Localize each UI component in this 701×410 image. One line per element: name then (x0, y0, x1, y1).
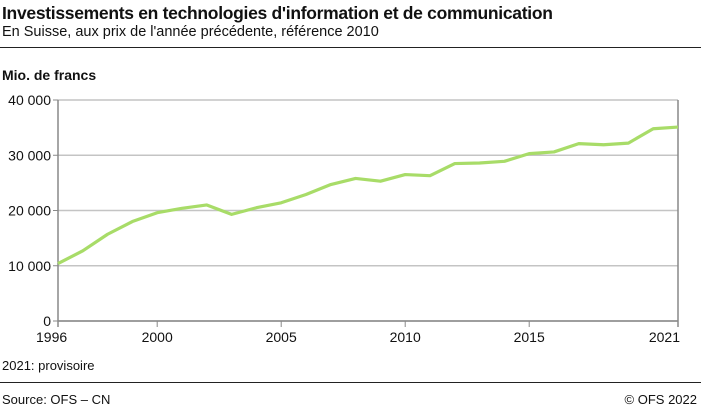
y-tick-label: 20 000 (8, 203, 51, 219)
y-tick-label: 0 (43, 313, 51, 329)
divider-top (0, 47, 701, 48)
y-axis-label: Mio. de francs (2, 67, 97, 83)
y-tick-label: 10 000 (8, 258, 51, 274)
x-tick-label: 1996 (36, 329, 67, 345)
copyright: © OFS 2022 (624, 392, 697, 407)
y-tick-label: 30 000 (8, 147, 51, 163)
source: Source: OFS – CN (2, 392, 111, 407)
x-tick-label: 2010 (390, 329, 421, 345)
y-tick-label: 40 000 (8, 92, 51, 108)
data-series-line (57, 125, 679, 265)
x-tick-label: 2005 (266, 329, 297, 345)
x-tick-label: 2000 (142, 329, 173, 345)
x-tick-label: 2015 (514, 329, 545, 345)
chart-title: Investissements en technologies d'inform… (2, 3, 553, 23)
divider-bottom (0, 382, 701, 383)
x-tick-label: 2021 (649, 329, 680, 345)
chart-subtitle: En Suisse, aux prix de l'année précédent… (2, 24, 379, 40)
footnote: 2021: provisoire (2, 358, 95, 373)
